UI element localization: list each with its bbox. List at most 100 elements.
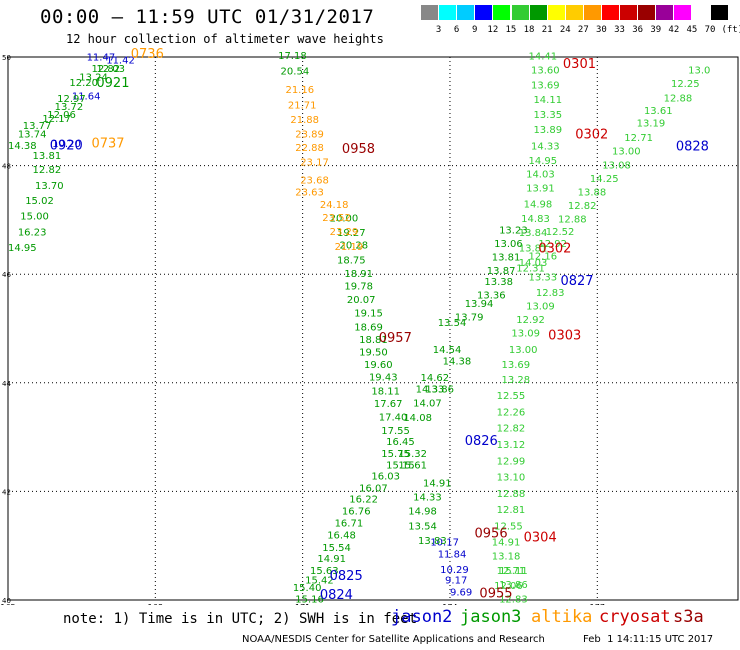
swh-value-label: 13.09 [511, 329, 540, 340]
swh-value-label: 14.91 [423, 479, 452, 490]
swh-value-label: 14.62 [421, 373, 450, 384]
swh-value-label: 20.54 [281, 66, 310, 77]
swh-value-label: 12.55 [494, 521, 523, 532]
scale-label: 27 [577, 25, 589, 35]
swh-value-label: 12.20 [69, 78, 98, 89]
swh-value-label: 13.89 [533, 125, 562, 136]
swh-value-label: 13.69 [531, 80, 560, 91]
swh-value-label: 16.45 [386, 437, 415, 448]
swh-value-label: 16.76 [342, 507, 371, 518]
swh-value-label: 10.17 [430, 538, 459, 549]
swh-value-label: 15.00 [20, 211, 49, 222]
swh-value-label: 14.33 [416, 385, 445, 396]
swh-value-label: 15.42 [305, 576, 334, 587]
pass-time-label: 0921 [96, 76, 129, 91]
swh-value-label: 19.78 [344, 281, 373, 292]
swh-value-label: 18.69 [354, 323, 383, 334]
swh-value-label: 19.43 [369, 373, 398, 384]
swh-value-label: 17.40 [379, 412, 408, 423]
scale-label: 15 [505, 25, 517, 35]
swh-value-label: 14.83 [521, 214, 550, 225]
scale-label: 33 [614, 25, 625, 35]
swh-value-label: 16.22 [349, 494, 378, 505]
swh-value-label: 15.63 [310, 566, 339, 577]
x-tick-label: 177 [590, 603, 605, 605]
scale-label: 6 [453, 25, 460, 35]
pass-time-label: 0958 [342, 142, 375, 157]
x-tick-label: 168 [148, 603, 163, 605]
swh-value-label: 15.11 [499, 566, 528, 577]
swh-value-label: 13.87 [487, 266, 516, 277]
swh-value-label: 14.11 [533, 95, 562, 106]
swh-value-label: 14.33 [413, 493, 442, 504]
scale-swatch [529, 5, 547, 20]
swh-value-label: 13.69 [502, 360, 531, 371]
scale-swatch [710, 5, 728, 20]
pass-time-label: 0828 [676, 139, 709, 154]
swh-value-label: 13.19 [637, 119, 666, 130]
swh-value-label: 12.99 [497, 456, 526, 467]
swh-value-label: 11.42 [106, 56, 135, 67]
scale-swatch [656, 5, 674, 20]
swh-value-label: 14.03 [519, 258, 548, 269]
swh-value-label: 13.60 [531, 65, 560, 76]
swh-value-label: 12.17 [42, 114, 71, 125]
scale-label: 39 [650, 25, 662, 35]
y-tick-label: 40 [2, 597, 11, 605]
swh-value-label: 18.81 [359, 335, 388, 346]
swh-value-label: 12.82 [33, 165, 62, 176]
legend-s3a: s3a [673, 607, 704, 627]
swh-value-label: 15.16 [295, 595, 324, 605]
swh-value-label: 14.54 [433, 345, 462, 356]
pass-time-label: 0827 [560, 274, 593, 289]
swh-value-label: 16.71 [335, 519, 364, 530]
swh-value-label: 13.10 [497, 473, 526, 484]
scale-label: 70 [704, 25, 716, 35]
swh-value-label: 12.26 [497, 407, 526, 418]
swh-value-label: 13.84 [519, 228, 548, 239]
swh-value-label: 15.61 [398, 461, 427, 472]
swh-value-label: 12.82 [497, 424, 526, 435]
scale-swatch [583, 5, 601, 20]
y-tick-label: 44 [2, 380, 11, 388]
swh-value-label: 16.03 [371, 471, 400, 482]
swh-value-label: 19.60 [364, 360, 393, 371]
scale-label: 45 [686, 25, 698, 35]
swh-value-label: 18.75 [337, 255, 366, 266]
swh-value-label: 13.79 [455, 312, 484, 323]
scale-swatch [547, 5, 565, 20]
swh-value-label: 13.61 [644, 106, 673, 117]
swh-value-label: 13.81 [33, 151, 62, 162]
swh-value-label: 23.17 [300, 158, 329, 169]
swh-value-label: 19.15 [354, 309, 383, 320]
swh-value-label: 12.92 [538, 239, 567, 250]
x-tick-label: 174 [442, 603, 457, 605]
swh-value-label: 21.19 [335, 242, 364, 253]
scale-swatch [421, 5, 438, 20]
scale-swatch [511, 5, 529, 20]
swh-value-label: 10.29 [440, 565, 469, 576]
pass-time-label: 0303 [548, 328, 581, 343]
swh-value-label: 20.00 [330, 214, 359, 225]
swh-value-label: 13.70 [35, 181, 64, 192]
generated-timestamp: Feb 1 14:11:15 UTC 2017 [583, 634, 714, 645]
legend-cryosat: cryosat [599, 607, 671, 627]
swh-value-label: 13.0 [688, 65, 710, 76]
swh-value-label: 11.84 [438, 550, 467, 561]
swh-value-label: 19.27 [337, 228, 366, 239]
swh-value-label: 13.94 [465, 299, 494, 310]
swh-value-label: 13.23 [499, 225, 528, 236]
swh-value-label: 13.81 [519, 243, 548, 254]
swh-value-label: 9.69 [450, 588, 472, 599]
chart-subtitle: 12 hour collection of altimeter wave hei… [66, 32, 384, 46]
scale-label: 9 [472, 25, 478, 35]
swh-value-label: 13.54 [438, 318, 467, 329]
scale-label: 21 [541, 25, 553, 35]
scale-swatch [493, 5, 511, 20]
swh-value-label: 21.16 [285, 85, 314, 96]
swh-value-label: 23.63 [295, 187, 324, 198]
swh-value-label: 13.35 [533, 110, 562, 121]
swh-value-label: 14.08 [403, 413, 432, 424]
swh-value-label: 13.00 [612, 147, 641, 158]
scale-swatch [457, 5, 475, 20]
